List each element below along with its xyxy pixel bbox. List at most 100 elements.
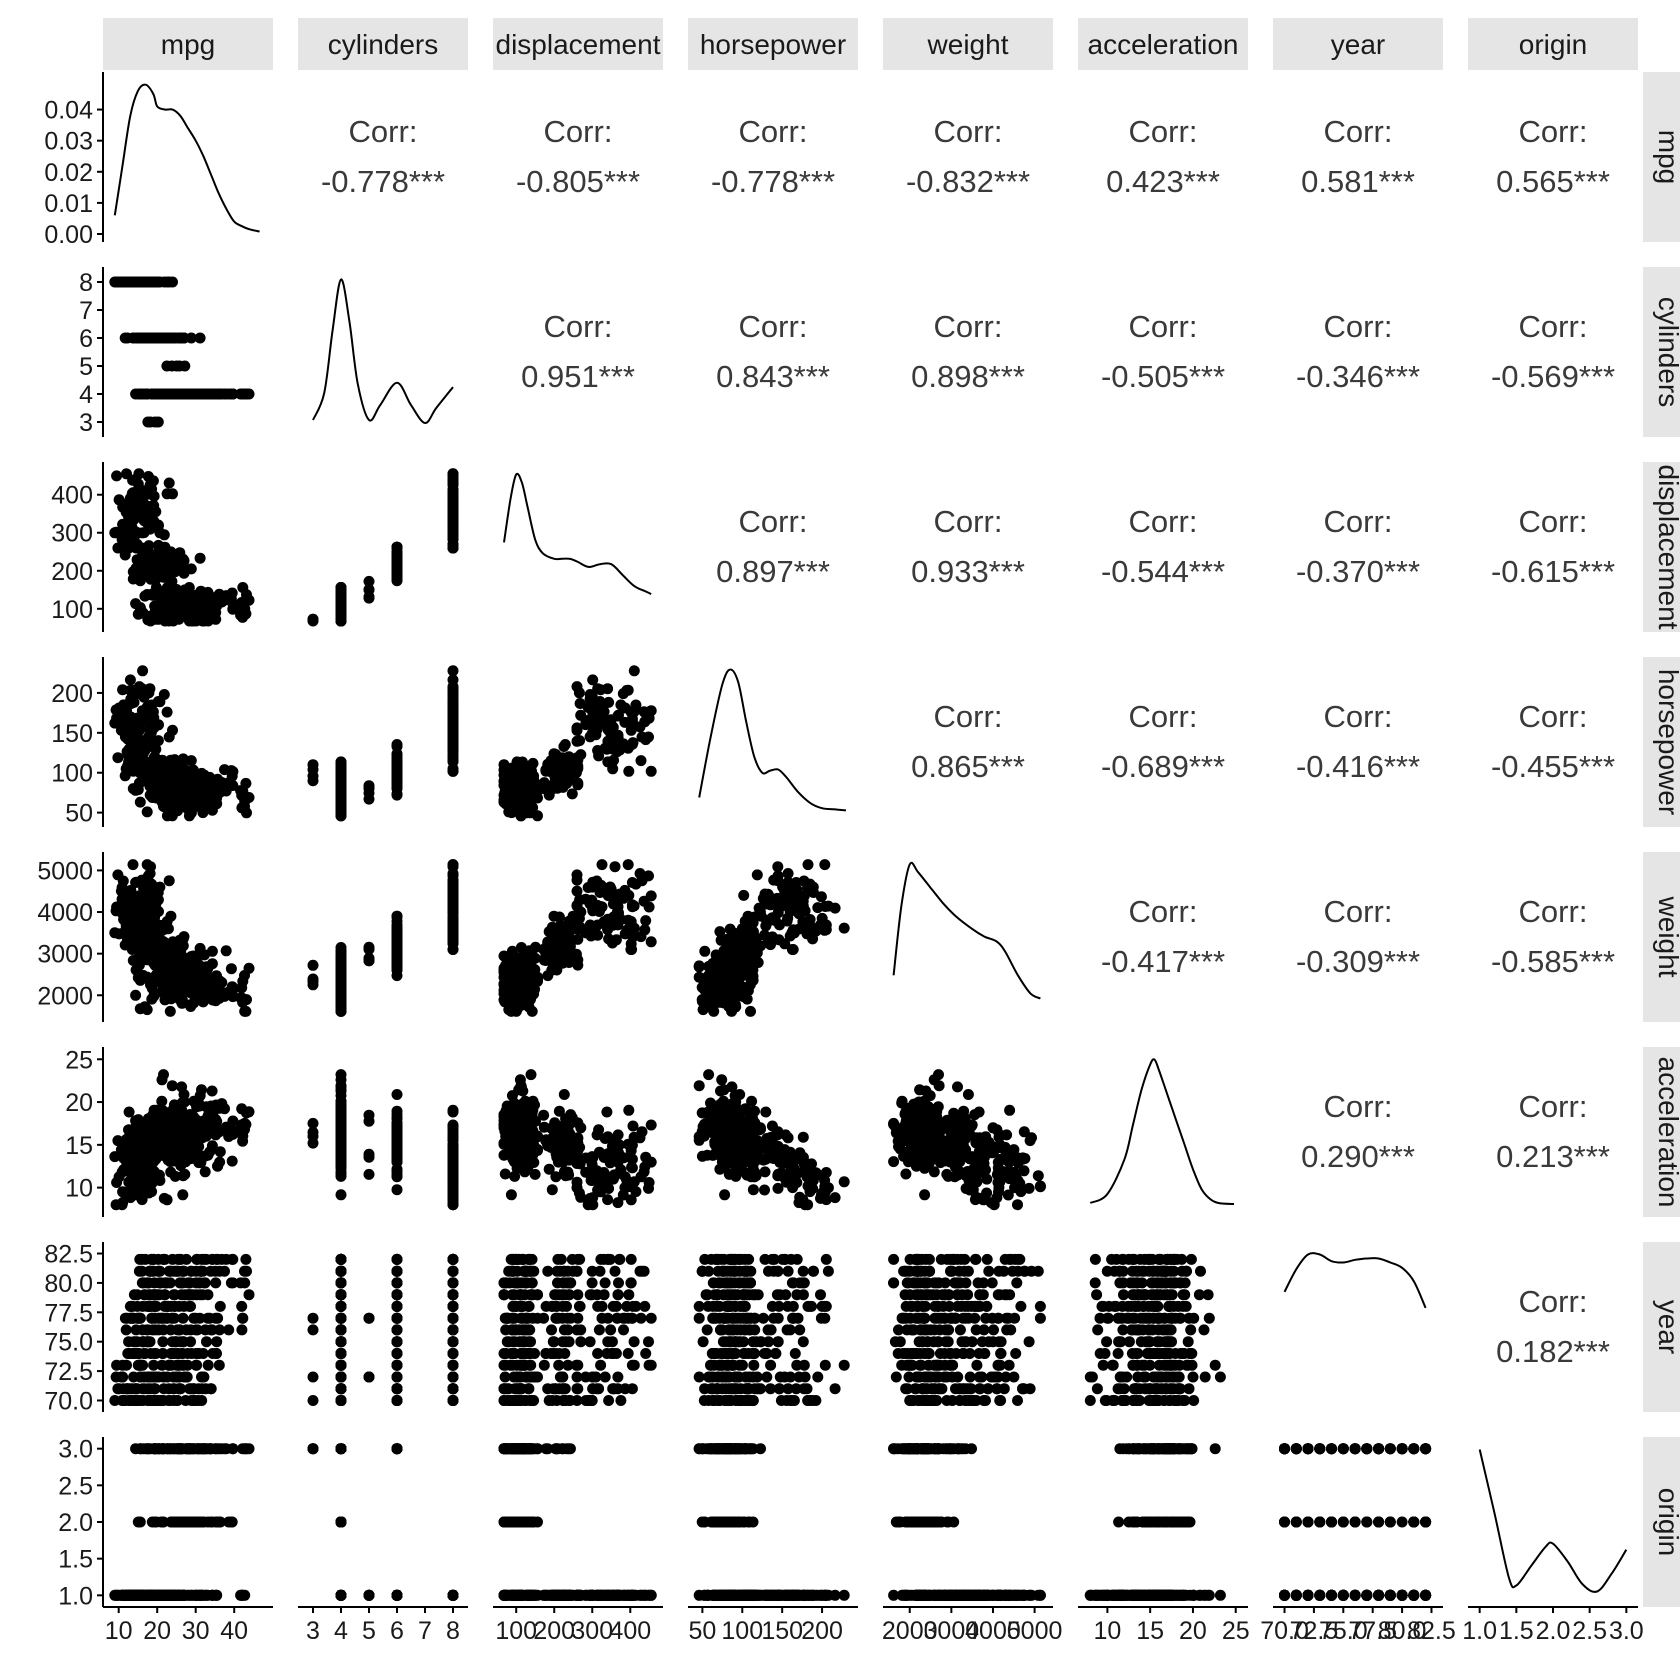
- panel-displacement-weight: Corr:0.933***: [911, 504, 1025, 589]
- scatter-point: [212, 983, 224, 995]
- scatter-point: [594, 696, 606, 707]
- scatter-point: [501, 792, 513, 804]
- scatter-point: [138, 691, 150, 703]
- scatter-point: [154, 952, 165, 964]
- scatter-point: [112, 542, 124, 554]
- corr-value-cylinders-weight: 0.898***: [911, 359, 1025, 394]
- scatter-point: [391, 761, 403, 773]
- scatter-point: [391, 781, 403, 793]
- scatter-point: [506, 945, 518, 957]
- scatter-point: [595, 879, 607, 891]
- corr-label: Corr:: [1324, 114, 1393, 149]
- scatter-point: [740, 920, 752, 932]
- scatter-point: [447, 888, 459, 900]
- scatter-point: [176, 942, 188, 953]
- scatter-point: [797, 900, 809, 912]
- density-horsepower: [698, 668, 847, 812]
- scatter-point: [447, 665, 459, 677]
- scatter-point: [335, 993, 347, 1005]
- panel-horsepower-horsepower: [698, 668, 847, 812]
- scatter-point: [447, 1124, 459, 1136]
- scatter-point: [137, 665, 149, 677]
- scatter-point: [609, 861, 621, 873]
- strip-top-label-acceleration: acceleration: [1088, 29, 1239, 60]
- scatter-point: [391, 1171, 403, 1183]
- scatter-point: [241, 994, 252, 1006]
- panel-horsepower-year: Corr:-0.416***: [1296, 699, 1420, 784]
- panel-horsepower-mpg: [109, 665, 255, 822]
- scatter-point: [625, 944, 637, 955]
- scatter-point: [707, 958, 719, 969]
- scatter-point: [519, 966, 531, 978]
- scatter-point: [206, 1107, 218, 1119]
- scatter-point: [212, 773, 224, 785]
- scatter-point: [812, 902, 824, 914]
- scatter-point: [391, 954, 403, 966]
- scatter-point: [335, 978, 347, 990]
- density-cylinders: [312, 278, 454, 424]
- corr-label: Corr:: [934, 699, 1003, 734]
- strip-top-displacement: [493, 18, 663, 70]
- scatter-point: [161, 810, 173, 822]
- scatter-point: [565, 954, 577, 966]
- scatter-point: [724, 978, 736, 990]
- panel-mpg-weight: Corr:-0.832***: [906, 114, 1030, 199]
- corr-label: Corr:: [934, 114, 1003, 149]
- scatter-point: [522, 773, 534, 785]
- scatter-point: [587, 674, 599, 686]
- scatter-point: [243, 962, 255, 974]
- panel-displacement-origin: Corr:-0.615***: [1491, 504, 1615, 589]
- corr-label: Corr:: [739, 309, 808, 344]
- strip-top-label-year: year: [1331, 29, 1385, 60]
- scatter-point: [239, 1117, 251, 1129]
- scatter-point: [363, 793, 375, 805]
- scatter-point: [188, 1095, 200, 1107]
- corr-label: Corr:: [1324, 504, 1393, 539]
- scatter-point: [391, 571, 403, 583]
- scatter-point: [123, 1124, 134, 1136]
- scatter-point: [116, 531, 128, 543]
- scatter-point: [363, 1109, 375, 1121]
- scatter-point: [307, 1130, 319, 1142]
- scatter-point: [144, 789, 156, 801]
- scatter-point: [142, 471, 154, 482]
- scatter-point: [820, 924, 832, 936]
- scatter-point: [219, 764, 230, 776]
- scatter-point: [145, 861, 156, 873]
- scatter-point: [206, 607, 218, 619]
- scatter-point: [153, 605, 165, 617]
- scatter-point: [816, 912, 828, 924]
- scatter-point: [181, 584, 193, 596]
- scatter-point: [121, 468, 132, 480]
- scatter-point: [554, 920, 566, 932]
- scatter-point: [159, 332, 171, 344]
- strip-top-label-weight: weight: [927, 29, 1009, 60]
- scatter-point: [148, 500, 160, 512]
- scatter-point: [762, 888, 774, 900]
- scatter-point: [134, 763, 146, 775]
- scatter-point: [134, 796, 146, 808]
- scatter-point: [195, 388, 207, 400]
- corr-value-mpg-displacement: -0.805***: [516, 164, 640, 199]
- corr-value-horsepower-acceleration: -0.689***: [1101, 749, 1225, 784]
- corr-value-weight-year: -0.309***: [1296, 944, 1420, 979]
- scatter-point: [185, 755, 197, 767]
- panel-cylinders-mpg: [109, 276, 255, 428]
- scatter-point: [499, 762, 511, 774]
- scatter-point: [741, 993, 753, 1005]
- scatter-point: [575, 749, 587, 761]
- scatter-point: [557, 781, 569, 793]
- scatter-point: [178, 769, 190, 781]
- scatter-point: [335, 607, 347, 619]
- scatter-point: [178, 931, 190, 943]
- density-displacement: [503, 472, 652, 595]
- scatter-point: [335, 1085, 347, 1097]
- strip-top-weight: [883, 18, 1053, 70]
- scatter-point: [751, 869, 763, 881]
- corr-label: Corr:: [349, 114, 418, 149]
- corr-value-cylinders-year: -0.346***: [1296, 359, 1420, 394]
- corr-label: Corr:: [1519, 504, 1588, 539]
- scatter-point: [571, 899, 583, 911]
- density-tick-label: 0.04: [44, 97, 93, 125]
- scatter-point: [239, 603, 251, 615]
